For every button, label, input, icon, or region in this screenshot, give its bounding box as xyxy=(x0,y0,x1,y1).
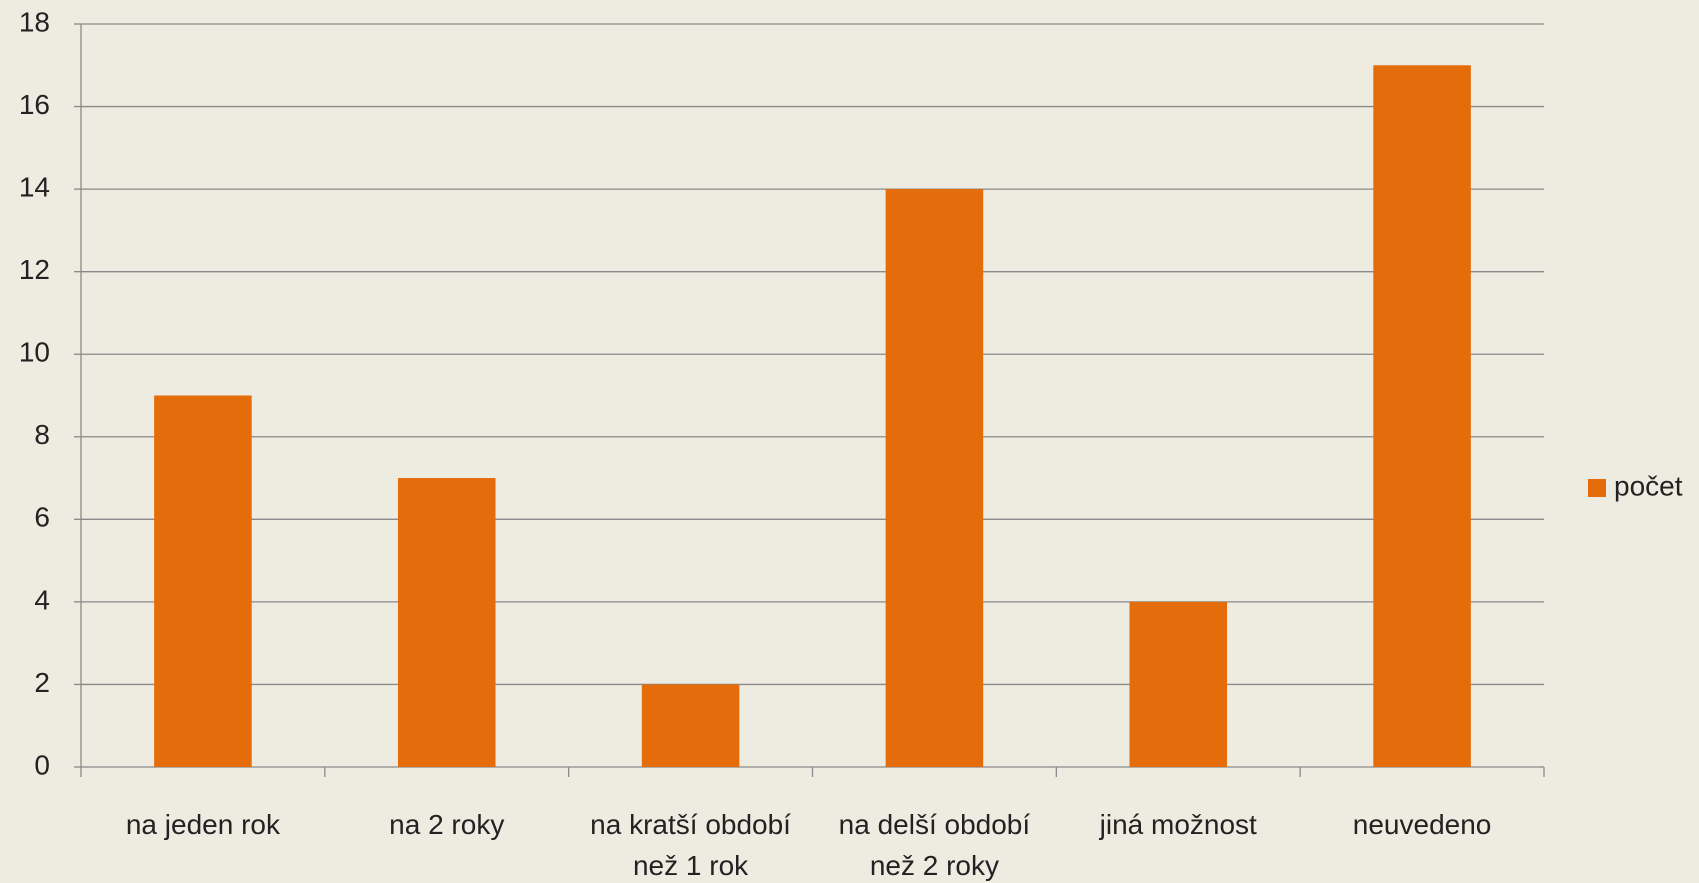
y-tick-label: 6 xyxy=(34,502,50,533)
bar xyxy=(397,478,496,767)
y-tick-label: 0 xyxy=(34,749,50,780)
legend-label: počet xyxy=(1614,470,1683,501)
y-tick-label: 14 xyxy=(19,172,50,203)
y-tick-label: 4 xyxy=(34,584,50,615)
x-tick-label: na 2 roky xyxy=(389,809,505,840)
legend-swatch xyxy=(1588,479,1606,497)
bar xyxy=(885,189,984,768)
bar xyxy=(154,395,252,767)
x-tick-label: na kratší období než 1 rok xyxy=(590,809,791,881)
x-tick-label: neuvedeno xyxy=(1352,809,1492,840)
y-tick-label: 8 xyxy=(34,419,50,450)
y-tick-label: 16 xyxy=(19,89,50,120)
y-tick-label: 2 xyxy=(34,667,50,698)
x-tick-label: na delší období než 2 roky xyxy=(838,809,1031,881)
y-tick-label: 10 xyxy=(19,337,50,368)
bar xyxy=(641,684,740,767)
y-tick-label: 12 xyxy=(19,254,50,285)
x-tick-label: na jeden rok xyxy=(125,809,280,840)
bar xyxy=(1373,65,1471,768)
bar xyxy=(1129,601,1228,767)
x-tick-label: jiná možnost xyxy=(1099,809,1257,840)
y-tick-label: 18 xyxy=(19,6,50,37)
